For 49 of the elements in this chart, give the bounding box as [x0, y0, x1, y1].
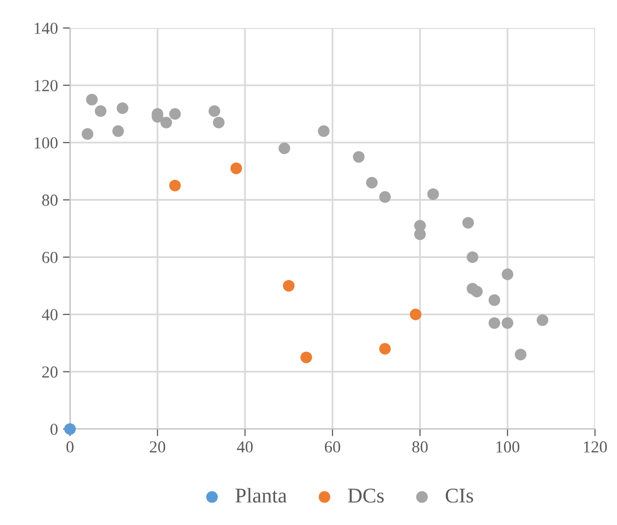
point	[366, 176, 378, 188]
point	[278, 142, 290, 154]
point	[212, 116, 225, 128]
y-tick-label: 20	[42, 366, 58, 378]
point	[318, 125, 330, 137]
x-tick-label: 60	[324, 441, 340, 453]
point	[379, 191, 391, 203]
y-tick-label: 80	[42, 194, 58, 206]
point	[169, 180, 181, 192]
point	[160, 116, 172, 128]
x-tick-label: 80	[412, 441, 428, 453]
x-tick-label: 120	[584, 441, 607, 453]
point	[64, 423, 76, 435]
y-tick-label: 100	[34, 137, 58, 149]
legend-label: Planta	[236, 488, 287, 503]
point	[282, 280, 295, 292]
point	[488, 317, 500, 329]
point	[230, 162, 242, 174]
y-tick-label: 40	[42, 309, 58, 320]
point	[488, 294, 500, 306]
legend-label: DCs	[348, 488, 384, 503]
point	[82, 128, 94, 140]
x-tick-label: 40	[236, 441, 253, 453]
point	[462, 216, 474, 229]
point	[502, 268, 514, 280]
point	[352, 151, 365, 163]
point	[502, 317, 514, 329]
x-tick-label: 100	[496, 441, 520, 453]
y-tick-label: 140	[34, 22, 58, 34]
x-tick-label: 20	[150, 441, 166, 453]
y-tick-label: 60	[42, 252, 58, 264]
y-tick-label: 120	[34, 80, 58, 92]
point	[379, 342, 391, 355]
point	[466, 251, 478, 263]
point	[94, 105, 106, 117]
point	[169, 108, 181, 120]
point	[208, 105, 220, 117]
point	[427, 188, 439, 200]
y-tick-label: 0	[50, 424, 58, 435]
point	[410, 308, 422, 320]
point	[514, 348, 526, 360]
point	[86, 94, 98, 106]
point	[300, 352, 312, 364]
point	[112, 125, 124, 137]
point	[536, 314, 548, 326]
point	[471, 286, 483, 298]
x-tick-label: 0	[66, 441, 74, 453]
legend-label: CIs	[446, 488, 474, 503]
point	[116, 102, 128, 114]
